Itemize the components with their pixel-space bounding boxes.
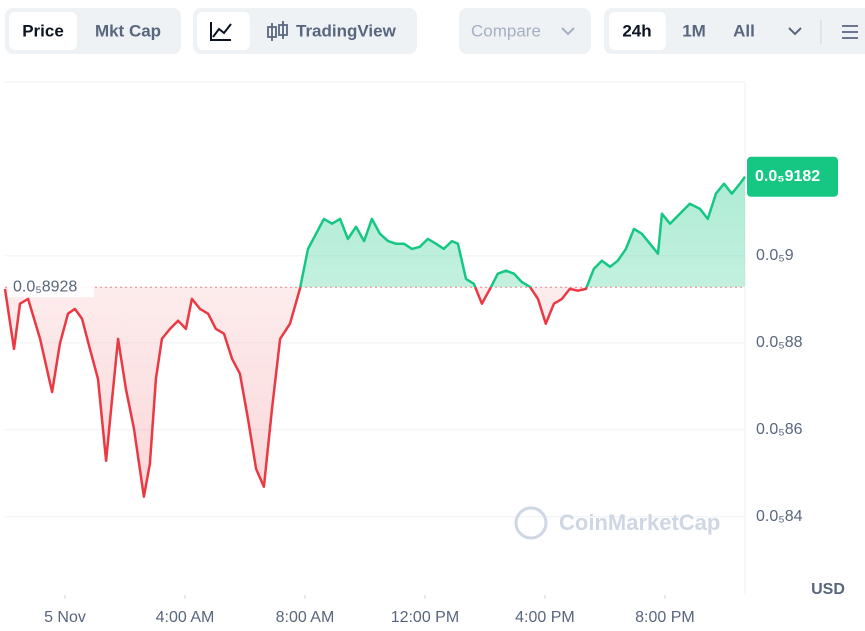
currency-label: USD	[811, 581, 845, 598]
y-tick-label: 0.0₅9	[756, 247, 794, 264]
watermark-text: CoinMarketCap	[559, 510, 720, 535]
settings-icon[interactable]	[842, 25, 858, 39]
area-up	[5, 176, 745, 288]
tab[interactable]: Price	[22, 21, 64, 40]
range-button[interactable]: 24h	[622, 21, 651, 40]
compare-button[interactable]: Compare	[471, 21, 541, 40]
compare-group	[459, 8, 591, 54]
chevron	[561, 27, 575, 36]
watermark: CoinMarketCap	[514, 506, 720, 540]
y-tick-label: 0.0₅88	[756, 334, 803, 351]
candle-icon	[267, 21, 288, 41]
range-button[interactable]: 1M	[682, 21, 706, 40]
range-button[interactable]: All	[733, 21, 755, 40]
last-price-box	[747, 156, 838, 197]
last-price-label: 0.0₅9182	[755, 168, 820, 185]
range-selected	[609, 12, 666, 50]
x-tick-label: 8:00 AM	[276, 609, 335, 626]
chevron[interactable]	[788, 27, 802, 36]
reference-label: 0.0₅8928	[13, 278, 77, 295]
y-tick-label: 0.0₅84	[756, 508, 803, 525]
style-button[interactable]: TradingView	[296, 21, 397, 40]
line-icon	[210, 22, 232, 41]
line-style-button[interactable]	[197, 12, 250, 50]
x-tick-label: 8:00 PM	[635, 609, 695, 626]
tab[interactable]: Mkt Cap	[95, 21, 161, 40]
range-group	[604, 8, 865, 54]
x-tick-label: 4:00 AM	[156, 609, 215, 626]
x-tick-label: 12:00 PM	[391, 609, 459, 626]
x-tick-label: 5 Nov	[44, 609, 86, 626]
x-tick-label: 4:00 PM	[515, 609, 575, 626]
price-line-up	[298, 176, 747, 288]
reference-label-box	[8, 275, 94, 298]
y-tick-label: 0.0₅86	[756, 421, 803, 438]
tab-selected	[9, 12, 77, 50]
price-line-down	[3, 287, 589, 498]
